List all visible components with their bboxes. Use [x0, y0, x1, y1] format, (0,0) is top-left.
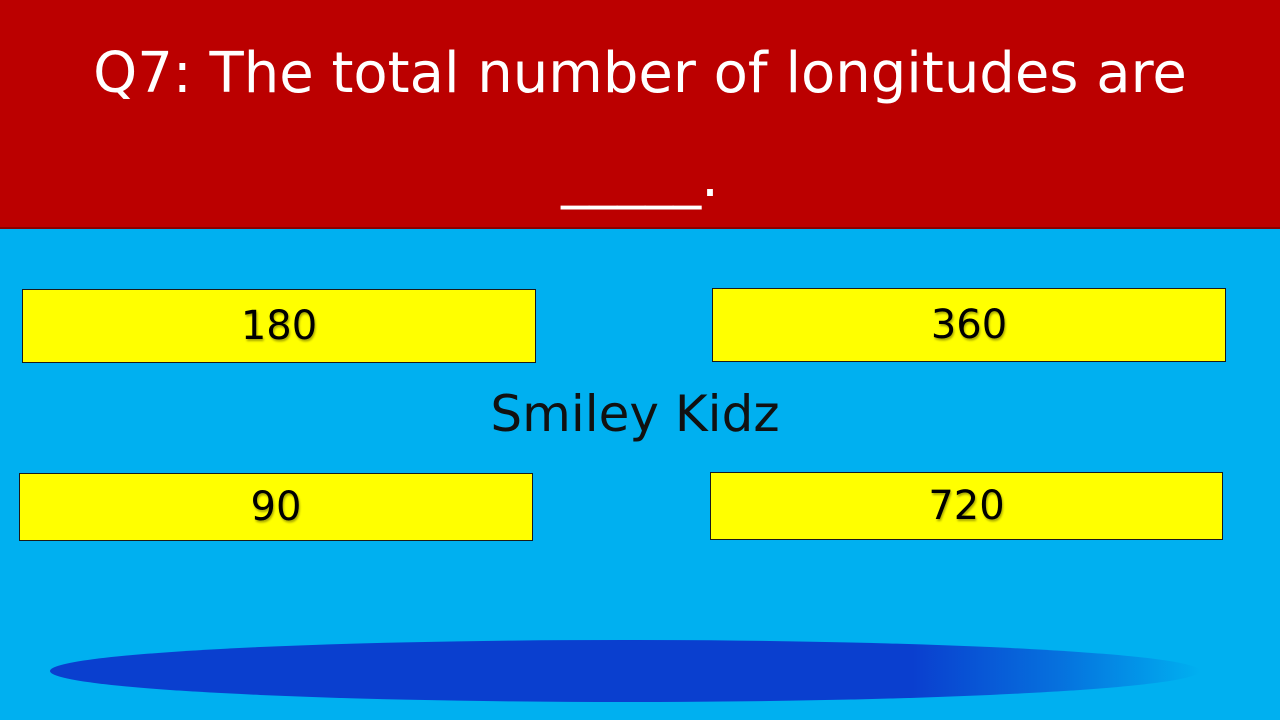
- channel-watermark: Smiley Kidz: [490, 385, 780, 443]
- decorative-ellipse: [50, 640, 1200, 702]
- question-banner: Q7: The total number of longitudes are _…: [0, 0, 1280, 229]
- option-c-label: 90: [250, 484, 302, 530]
- option-d-button[interactable]: 720: [710, 472, 1223, 540]
- question-text: Q7: The total number of longitudes are: [93, 41, 1187, 106]
- option-a-button[interactable]: 180: [22, 289, 536, 363]
- option-b-label: 360: [930, 302, 1008, 348]
- question-blank: _____.: [561, 145, 719, 210]
- option-d-label: 720: [928, 483, 1005, 529]
- option-a-label: 180: [240, 303, 318, 349]
- option-c-button[interactable]: 90: [19, 473, 533, 541]
- option-b-button[interactable]: 360: [712, 288, 1226, 362]
